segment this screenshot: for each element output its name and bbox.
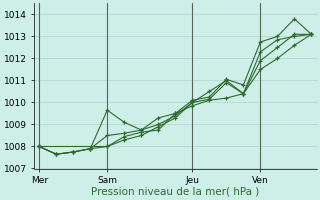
- X-axis label: Pression niveau de la mer( hPa ): Pression niveau de la mer( hPa ): [91, 187, 260, 197]
